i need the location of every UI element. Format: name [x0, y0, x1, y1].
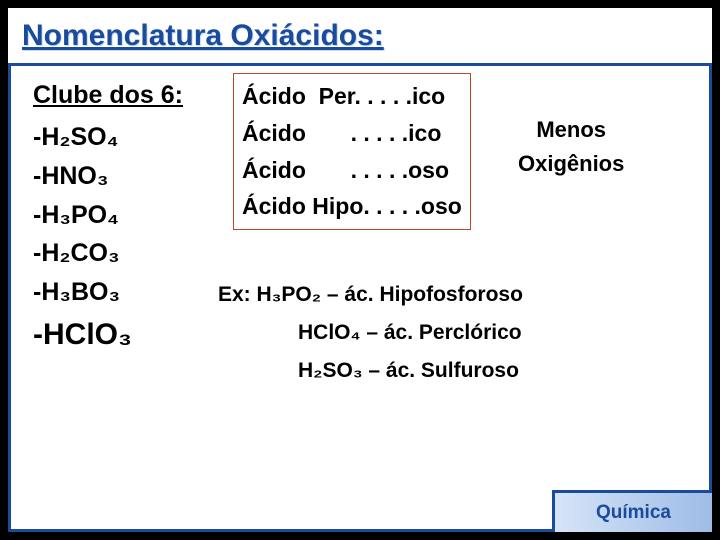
content-area: Clube dos 6: -H₂SO₄ -HNO₃ -H₃PO₄ -H₂CO₃ …	[33, 81, 687, 487]
example-3: H₂SO₃ – ác. Sulfuroso	[298, 352, 523, 390]
rule-ico: Ácido . . . . .ico	[242, 115, 462, 152]
side-label-line1: Menos	[518, 113, 624, 147]
acid-5: -H₃BO₃	[33, 273, 183, 312]
acids-column: Clube dos 6: -H₂SO₄ -HNO₃ -H₃PO₄ -H₂CO₃ …	[33, 81, 183, 358]
examples-block: Ex: H₃PO₂ – ác. Hipofosforoso HClO₄ – ác…	[218, 276, 523, 389]
acid-4: -H₂CO₃	[33, 234, 183, 273]
acid-1: -H₂SO₄	[33, 118, 183, 157]
rule-hipo-oso: Ácido Hipo. . . . .oso	[242, 188, 462, 225]
title-bar: Nomenclatura Oxiácidos:	[8, 8, 712, 66]
rule-oso: Ácido . . . . .oso	[242, 152, 462, 189]
side-label: Menos Oxigênios	[518, 113, 624, 181]
club-heading: Clube dos 6:	[33, 81, 183, 110]
acid-2: -HNO₃	[33, 157, 183, 196]
slide-frame: Nomenclatura Oxiácidos: Clube dos 6: -H₂…	[8, 8, 712, 532]
example-1: Ex: H₃PO₂ – ác. Hipofosforoso	[218, 276, 523, 314]
example-2: HClO₄ – ác. Perclórico	[298, 314, 523, 352]
rules-box: Ácido Per. . . . .ico Ácido . . . . .ico…	[233, 73, 471, 230]
acid-6: -HClO₃	[33, 312, 183, 359]
rule-per-ico: Ácido Per. . . . .ico	[242, 78, 462, 115]
slide-title: Nomenclatura Oxiácidos:	[22, 19, 384, 53]
side-label-line2: Oxigênios	[518, 147, 624, 181]
footer-corner: Química	[552, 490, 712, 532]
footer-label: Química	[596, 502, 671, 524]
acid-3: -H₃PO₄	[33, 196, 183, 235]
